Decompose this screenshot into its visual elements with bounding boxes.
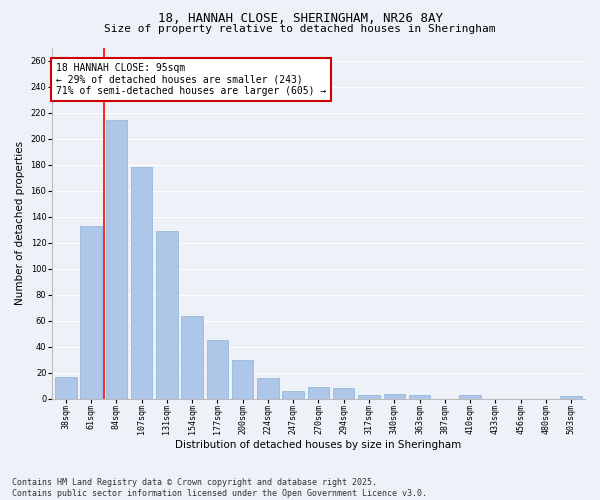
Bar <box>80 226 102 399</box>
Bar <box>409 395 430 399</box>
Bar <box>207 340 228 399</box>
Bar <box>55 377 77 399</box>
Bar <box>308 387 329 399</box>
Text: 18 HANNAH CLOSE: 95sqm
← 29% of detached houses are smaller (243)
71% of semi-de: 18 HANNAH CLOSE: 95sqm ← 29% of detached… <box>56 63 326 96</box>
Bar <box>560 396 582 399</box>
Bar <box>257 378 279 399</box>
Bar <box>106 120 127 399</box>
Bar <box>283 391 304 399</box>
Bar <box>333 388 355 399</box>
Bar <box>156 231 178 399</box>
Bar <box>460 395 481 399</box>
Text: Contains HM Land Registry data © Crown copyright and database right 2025.
Contai: Contains HM Land Registry data © Crown c… <box>12 478 427 498</box>
X-axis label: Distribution of detached houses by size in Sheringham: Distribution of detached houses by size … <box>175 440 461 450</box>
Bar <box>358 395 380 399</box>
Y-axis label: Number of detached properties: Number of detached properties <box>15 141 25 306</box>
Text: 18, HANNAH CLOSE, SHERINGHAM, NR26 8AY: 18, HANNAH CLOSE, SHERINGHAM, NR26 8AY <box>157 12 443 24</box>
Bar <box>181 316 203 399</box>
Bar <box>131 167 152 399</box>
Bar <box>383 394 405 399</box>
Text: Size of property relative to detached houses in Sheringham: Size of property relative to detached ho… <box>104 24 496 34</box>
Bar <box>232 360 253 399</box>
